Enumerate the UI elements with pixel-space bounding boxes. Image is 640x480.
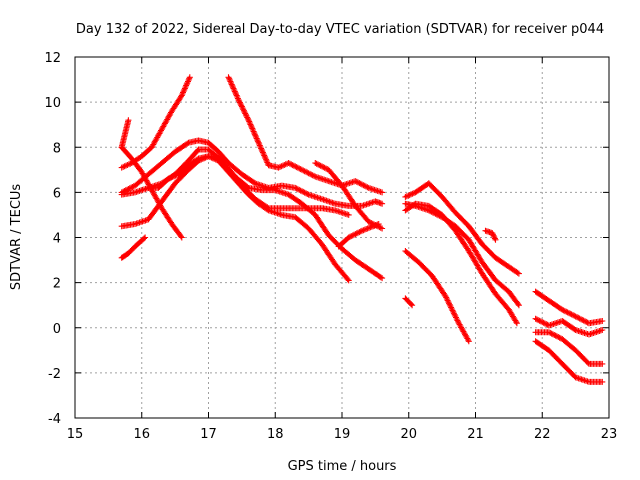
x-tick-label: 20 xyxy=(400,427,417,442)
point-markers xyxy=(402,180,522,277)
x-tick-label: 18 xyxy=(267,427,284,442)
series-arc-8 xyxy=(145,153,352,284)
series-arc-14 xyxy=(402,200,520,327)
point-markers xyxy=(402,248,472,345)
x-axis-label: GPS time / hours xyxy=(288,459,397,474)
point-markers xyxy=(145,153,352,284)
x-tick-label: 15 xyxy=(67,427,84,442)
y-tick-label: 6 xyxy=(53,186,61,201)
point-markers xyxy=(118,234,149,261)
point-markers xyxy=(402,200,520,327)
series-arc-20 xyxy=(532,329,606,367)
y-tick-label: -4 xyxy=(48,412,61,427)
axis-ticks: 15 16 17 18 19 20 21 22 23 -4 -2 0 2 4 6 8 10 12 xyxy=(44,51,617,442)
y-tick-label: 8 xyxy=(53,141,61,156)
point-markers xyxy=(482,227,499,243)
grid xyxy=(75,57,609,418)
point-markers xyxy=(335,221,382,250)
y-tick-label: 0 xyxy=(53,322,61,337)
point-markers xyxy=(532,315,606,338)
y-tick-label: 10 xyxy=(44,96,61,111)
point-markers xyxy=(532,288,606,327)
x-tick-label: 17 xyxy=(200,427,217,442)
x-tick-label: 23 xyxy=(601,427,618,442)
x-tick-label: 16 xyxy=(133,427,150,442)
series-arc-7 xyxy=(118,234,149,261)
series-arc-11 xyxy=(335,221,382,250)
y-axis-label: SDTVAR / TECUs xyxy=(9,184,24,291)
series-arc-15 xyxy=(402,248,472,345)
x-tick-label: 19 xyxy=(334,427,351,442)
series-arc-21 xyxy=(532,338,606,385)
data-points xyxy=(118,74,606,385)
y-tick-label: 4 xyxy=(53,232,61,247)
chart-title: Day 132 of 2022, Sidereal Day-to-day VTE… xyxy=(76,22,604,37)
y-tick-label: 2 xyxy=(53,277,61,292)
x-tick-label: 22 xyxy=(534,427,551,442)
point-markers xyxy=(312,160,386,232)
series-arc-12 xyxy=(402,180,522,277)
y-tick-label: -2 xyxy=(48,367,61,382)
point-markers xyxy=(402,295,416,309)
series-arc-19 xyxy=(532,315,606,338)
point-markers xyxy=(225,74,386,196)
point-markers xyxy=(118,117,132,151)
series-arc-18 xyxy=(532,288,606,327)
series-arc-17 xyxy=(482,227,499,243)
series-arc-16 xyxy=(402,295,416,309)
series-arc-9 xyxy=(225,74,386,196)
point-markers xyxy=(532,338,606,385)
x-tick-label: 21 xyxy=(467,427,484,442)
y-tick-label: 12 xyxy=(44,51,61,66)
point-markers xyxy=(532,329,606,367)
series-arc-10 xyxy=(312,160,386,232)
series-arc-2 xyxy=(118,117,132,151)
